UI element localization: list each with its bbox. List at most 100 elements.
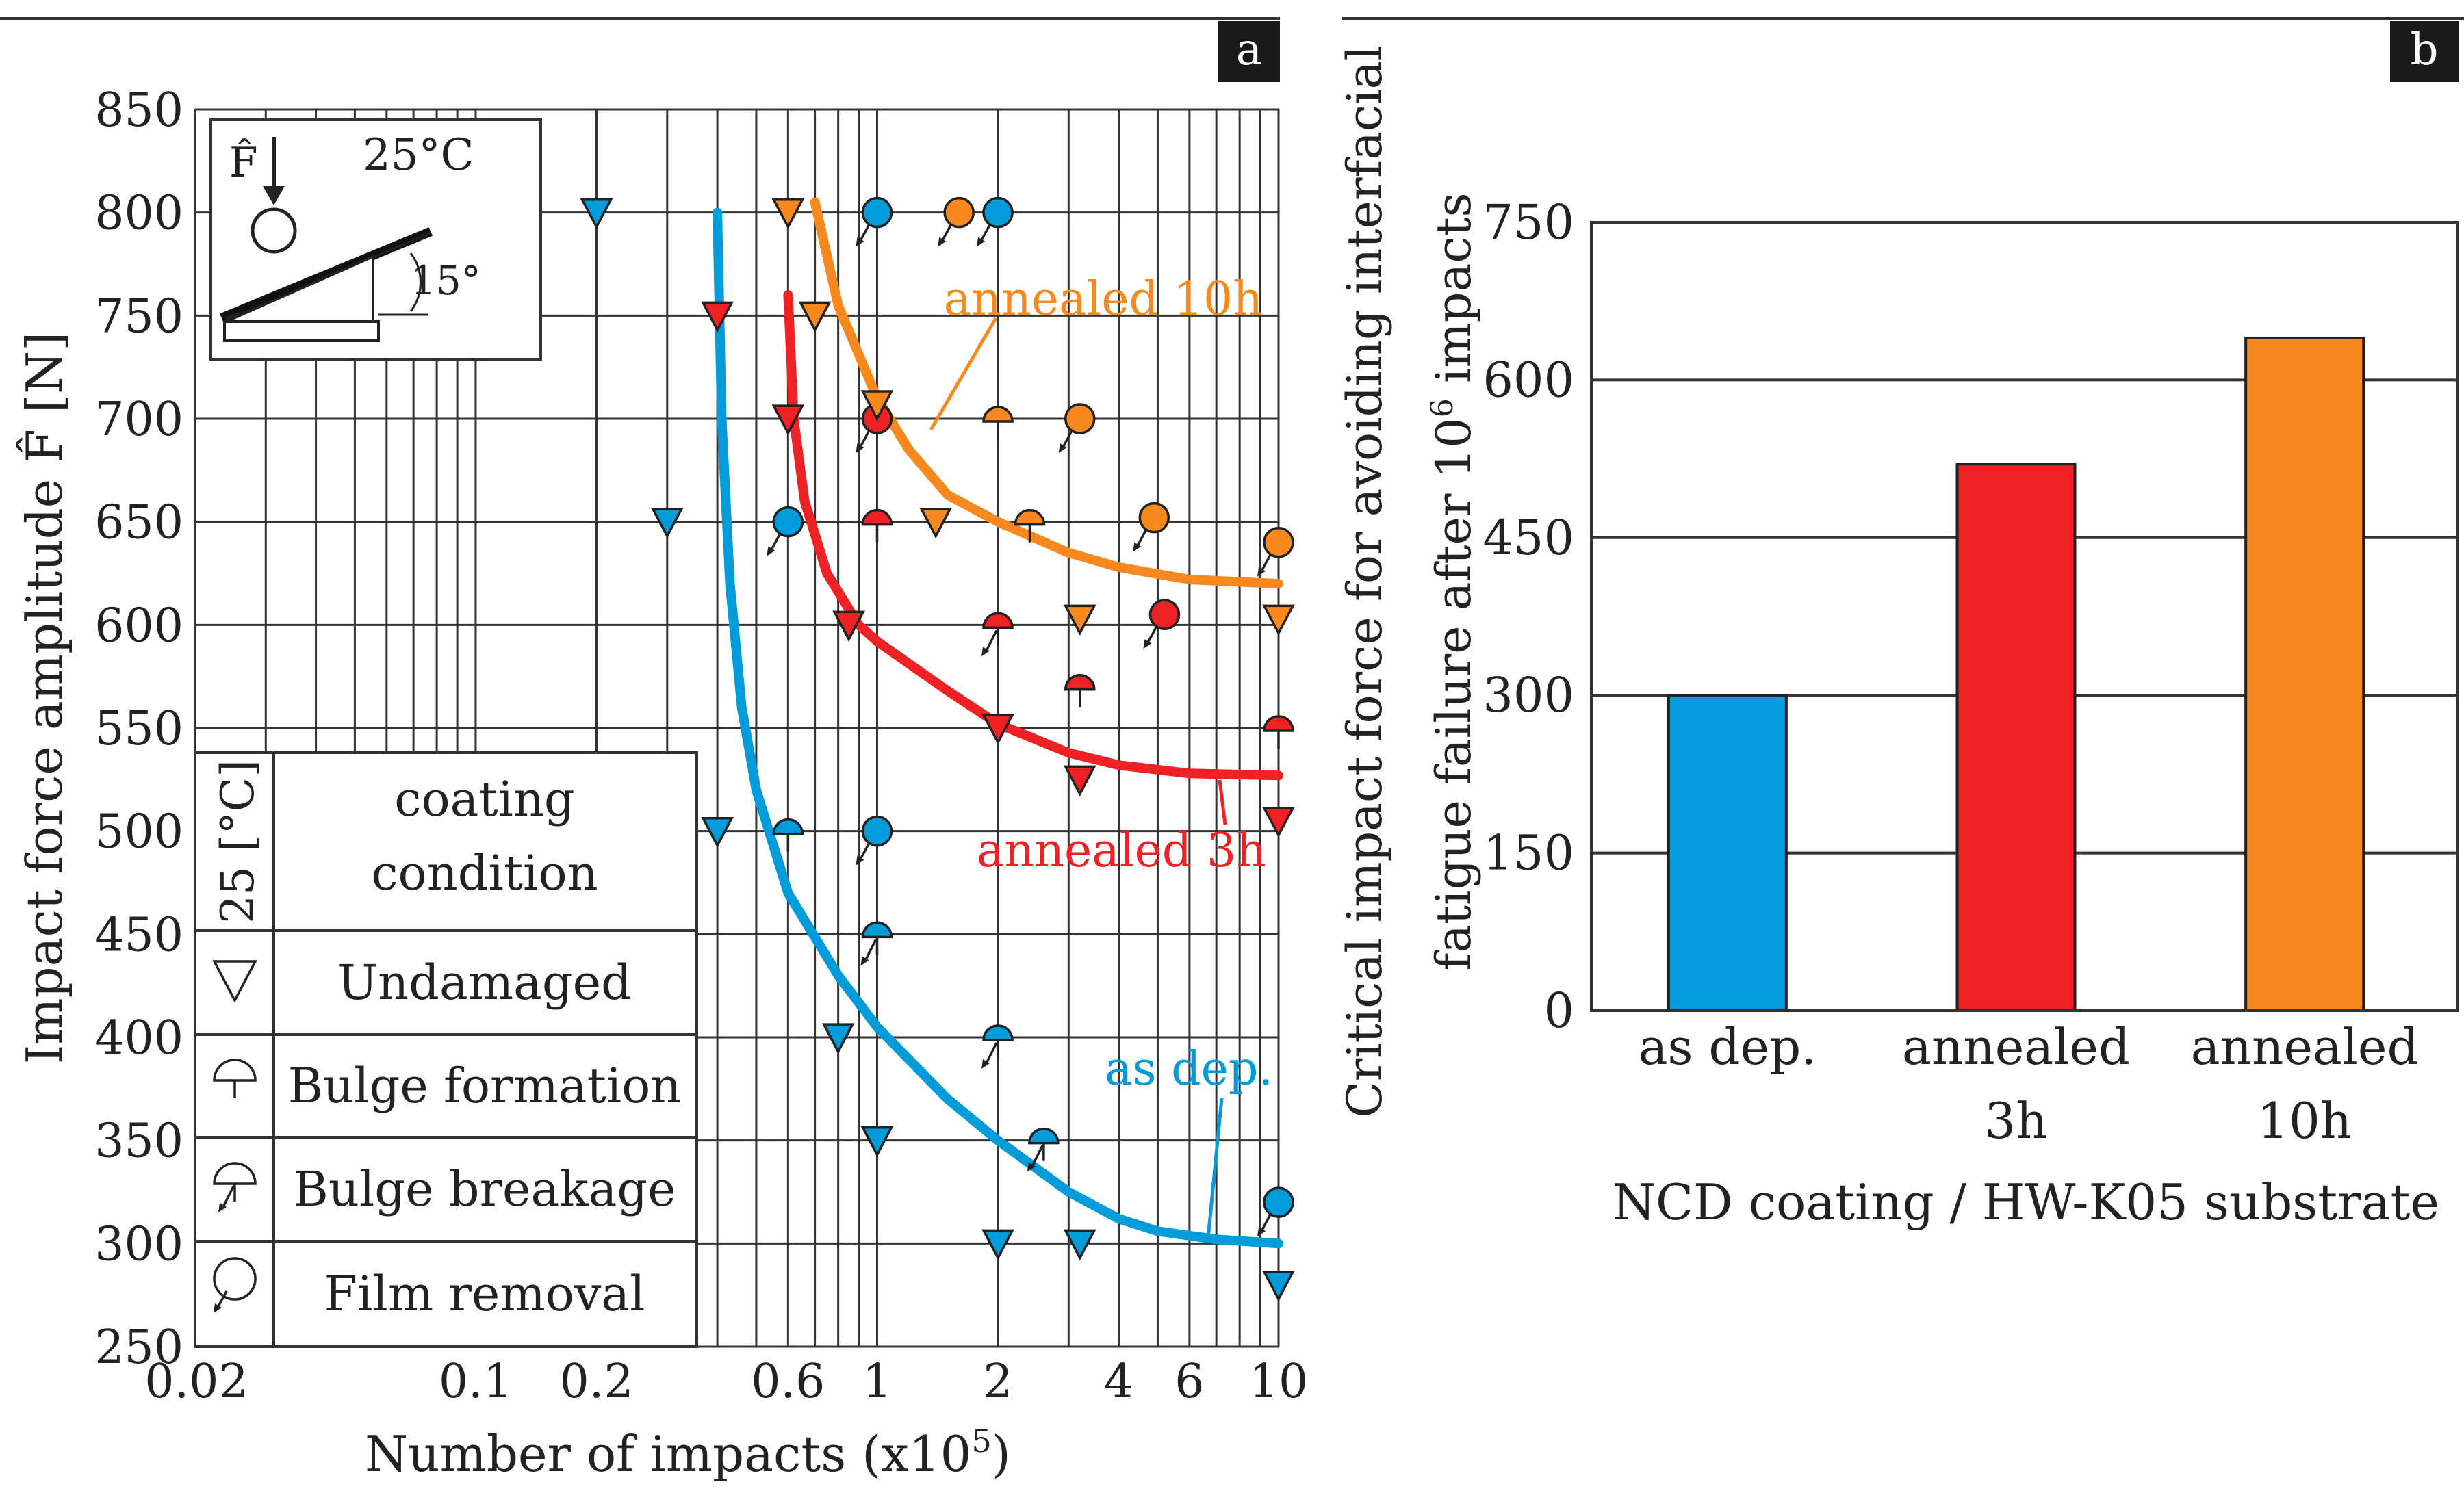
panel-b-y-axis-label-line1: Critical impact force for avoiding inter…	[1337, 45, 1393, 1118]
legend-symbol-undamaged	[212, 960, 257, 1003]
data-point-bulge	[1263, 715, 1294, 749]
legend-label: Bulge breakage	[293, 1161, 676, 1217]
bar-y-tick-label: 150	[1483, 825, 1574, 881]
panel-b-bars	[1667, 336, 2365, 1012]
data-point-film	[856, 196, 893, 247]
panel-a-curves	[713, 197, 1283, 1249]
x-tick-label: 0.2	[559, 1355, 633, 1409]
data-point-film	[1257, 1186, 1294, 1237]
data-point-bulge_break	[981, 612, 1014, 657]
bar-2	[2244, 336, 2365, 1012]
data-point-film	[856, 815, 893, 866]
data-point-film	[767, 506, 804, 556]
setup-inset: F̂ 25°C 15°	[209, 118, 542, 361]
y-tick-label: 750	[94, 289, 183, 343]
bar-y-tick-label: 450	[1483, 510, 1574, 566]
data-point-bulge_break	[981, 1024, 1014, 1069]
panel-a-points	[580, 196, 1295, 1302]
inset-coating	[220, 227, 433, 322]
y-tick-label: 500	[94, 805, 183, 859]
y-tick-label: 650	[94, 496, 183, 550]
x-tick-label: 0.6	[751, 1355, 825, 1409]
bar-category-label-line2: 3h	[1984, 1092, 2047, 1150]
y-tick-label: 800	[94, 187, 183, 241]
legend-row-film: Film removal	[213, 1257, 645, 1322]
label-annealed-10h: annealed 10h	[944, 272, 1263, 326]
data-point-film	[1257, 527, 1294, 577]
inset-base	[223, 320, 380, 342]
panel-a: a 250 300 350 400 450 500 550 600 650 700 750 800 85…	[0, 17, 1308, 1483]
data-point-undamaged	[1262, 604, 1295, 636]
x-tick-label: 4	[1104, 1355, 1133, 1409]
panel-b: b 0 150 300 450 600 750 as dep. annealed 3h anne…	[1337, 17, 2464, 1231]
x-tick-label: 2	[983, 1355, 1012, 1409]
label-as-dep: as dep.	[1105, 1042, 1273, 1096]
legend-row-bulge: Bulge formation	[213, 1058, 682, 1114]
legend-label: Bulge formation	[288, 1058, 682, 1114]
y-tick-label: 600	[94, 599, 183, 653]
data-point-undamaged	[832, 610, 865, 642]
bar-category-label: as dep.	[1639, 1018, 1817, 1076]
data-point-film	[1058, 403, 1096, 453]
inset-angle-ref	[372, 231, 432, 259]
legend-table: 25 [°C] coating condition Undamaged Bulge…	[194, 751, 698, 1348]
bar-y-tick-label: 600	[1483, 352, 1574, 408]
data-point-undamaged	[580, 198, 613, 230]
panel-b-label-box	[2390, 21, 2459, 82]
data-point-bulge_break	[860, 921, 893, 966]
bar-y-tick-label: 300	[1483, 667, 1574, 723]
data-point-undamaged	[771, 198, 805, 230]
label-annealed-3h: annealed 3h	[977, 824, 1266, 878]
data-point-film	[1133, 502, 1170, 552]
curve-annealed-10h	[810, 197, 1283, 589]
data-point-undamaged	[701, 817, 734, 848]
panel-a-y-axis-label: Impact force amplitude F̂ [N]	[15, 332, 73, 1064]
inset-angle: 15°	[411, 257, 481, 304]
bar-1	[1955, 463, 2077, 1012]
legend-row-undamaged: Undamaged	[212, 955, 632, 1011]
panel-b-frame	[1590, 221, 2459, 1012]
legend-symbol-bulge	[213, 1059, 257, 1098]
data-point-undamaged	[771, 404, 805, 436]
legend-symbol-bulge_break	[213, 1162, 257, 1212]
legend-label: Film removal	[324, 1266, 645, 1322]
legend-label: Undamaged	[337, 955, 632, 1011]
data-point-bulge	[861, 508, 893, 543]
data-point-undamaged	[860, 1126, 894, 1158]
data-point-bulge_break	[1027, 1127, 1060, 1172]
bar-y-tick-label: 0	[1543, 983, 1574, 1039]
bar-category-label-line2: 10h	[2257, 1092, 2352, 1150]
data-point-film	[938, 196, 975, 247]
data-point-bulge	[1064, 673, 1096, 707]
data-point-film	[977, 196, 1014, 247]
panel-a-x-axis-label: Number of impacts (x105)	[365, 1423, 1011, 1483]
data-point-undamaged	[981, 1229, 1014, 1261]
y-tick-label: 300	[94, 1217, 183, 1271]
legend-header-line1: coating	[394, 771, 575, 827]
bar-y-tick-label: 750	[1483, 194, 1574, 250]
panel-a-label: a	[1236, 25, 1262, 75]
panel-b-label: b	[2411, 25, 2439, 75]
legend-header-temp: 25 [°C]	[211, 760, 264, 924]
y-tick-label: 700	[94, 393, 183, 447]
data-point-undamaged	[981, 714, 1014, 745]
y-tick-label: 400	[94, 1011, 183, 1065]
panel-b-y-axis-label-line2: fatigue failure after 106 impacts	[1425, 192, 1482, 970]
inset-ball	[251, 207, 297, 254]
panel-a-x-ticks: 0.02 0.1 0.2 0.6 1 2 4 6 10	[144, 1355, 1308, 1409]
bar-0	[1667, 694, 1788, 1012]
curve-annealed-3h	[783, 290, 1283, 781]
x-tick-label: 10	[1249, 1355, 1309, 1409]
legend-header-line2: condition	[371, 845, 598, 901]
legend-row-bulge_break: Bulge breakage	[213, 1161, 676, 1217]
panel-b-x-ticks: as dep. annealed 3h annealed 10h	[1639, 1018, 2419, 1150]
y-tick-label: 250	[94, 1321, 183, 1375]
legend-symbol-film	[213, 1257, 257, 1313]
y-tick-label: 350	[94, 1115, 183, 1169]
label-as-dep-leader	[1206, 1098, 1224, 1239]
label-annealed-10h-leader	[929, 317, 998, 431]
x-tick-label: 1	[862, 1355, 892, 1409]
legend-box	[194, 751, 698, 1348]
data-point-undamaged	[860, 390, 894, 421]
